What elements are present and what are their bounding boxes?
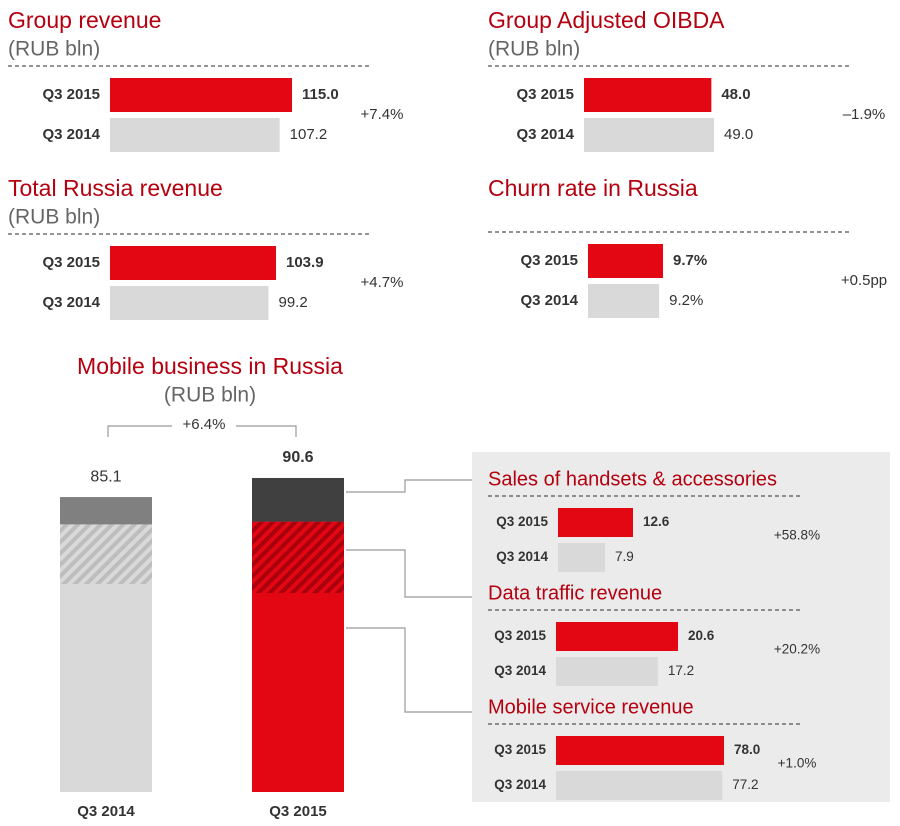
value-label: 9.2% <box>669 292 703 309</box>
category-label: Q3 2015 <box>494 628 546 643</box>
chart-subtitle: (RUB bln) <box>8 38 100 61</box>
chart-title: Churn rate in Russia <box>488 175 698 201</box>
chart-subtitle: (RUB bln) <box>488 38 580 61</box>
change-label: +7.4% <box>361 106 404 123</box>
value-label: 103.9 <box>286 254 324 271</box>
bar-segment <box>252 521 344 594</box>
value-label: 12.6 <box>643 514 670 529</box>
value-label: 17.2 <box>668 663 694 678</box>
change-label: +58.8% <box>774 528 820 543</box>
category-label: Q3 2015 <box>42 254 100 271</box>
bar <box>556 771 723 800</box>
connector <box>346 549 472 598</box>
bar <box>558 543 606 572</box>
bar <box>556 622 678 651</box>
bar <box>588 284 660 318</box>
bar <box>556 657 658 686</box>
category-label: Q3 2014 <box>496 549 548 564</box>
value-label: 20.6 <box>688 628 715 643</box>
category-label: Q3 2014 <box>520 292 578 309</box>
total-label: 85.1 <box>90 468 121 485</box>
value-label: 99.2 <box>278 294 307 311</box>
value-label: 9.7% <box>673 252 707 269</box>
chart-title: Total Russia revenue <box>8 175 223 201</box>
value-label: 115.0 <box>302 86 339 103</box>
total-label: 90.6 <box>282 449 313 466</box>
chart-subtitle: (RUB bln) <box>164 384 256 407</box>
chart-title: Group Adjusted OIBDA <box>488 7 725 33</box>
value-label: 48.0 <box>721 86 750 103</box>
bar <box>110 286 269 320</box>
bar <box>558 508 633 537</box>
change-bg <box>172 416 236 436</box>
chart-title: Data traffic revenue <box>488 582 662 604</box>
connector <box>346 479 472 493</box>
category-label: Q3 2014 <box>42 126 100 143</box>
bar-segment <box>60 524 152 585</box>
change-label: +4.7% <box>361 274 404 291</box>
connector <box>346 627 472 713</box>
category-label: Q3 2015 <box>494 742 546 757</box>
category-label: Q3 2015 <box>516 86 574 103</box>
bar <box>556 736 724 765</box>
change-label: –1.9% <box>843 106 886 123</box>
category-label: Q3 2015 <box>496 514 548 529</box>
category-label: Q3 2014 <box>494 663 546 678</box>
value-label: 49.0 <box>724 126 753 143</box>
category-label: Q3 2015 <box>520 252 578 269</box>
chart-title: Mobile service revenue <box>488 696 694 718</box>
chart-title: Mobile business in Russia <box>77 353 343 379</box>
chart-subtitle: (RUB bln) <box>8 206 100 229</box>
category-label: Q3 2014 <box>42 294 100 311</box>
bar <box>588 244 663 278</box>
category-label: Q3 2015 <box>42 86 100 103</box>
bar <box>110 118 280 152</box>
category-label: Q3 2014 <box>516 126 574 143</box>
value-label: 77.2 <box>732 777 758 792</box>
change-label: +6.4% <box>183 416 226 433</box>
value-label: 107.2 <box>290 126 328 143</box>
category-label: Q3 2014 <box>77 803 135 820</box>
change-label: +1.0% <box>778 756 817 771</box>
bar-segment <box>60 497 152 525</box>
bar-segment <box>252 477 344 522</box>
change-label: +20.2% <box>774 642 820 657</box>
category-label: Q3 2015 <box>269 803 327 820</box>
value-label: 78.0 <box>734 742 760 757</box>
chart-title: Sales of handsets & accessories <box>488 468 777 490</box>
chart-title: Group revenue <box>8 7 161 33</box>
value-label: 7.9 <box>615 549 634 564</box>
change-label: +0.5pp <box>841 272 887 289</box>
bar <box>110 78 292 112</box>
bar <box>110 246 276 280</box>
category-label: Q3 2014 <box>494 777 546 792</box>
bar <box>584 118 714 152</box>
bar <box>584 78 712 112</box>
